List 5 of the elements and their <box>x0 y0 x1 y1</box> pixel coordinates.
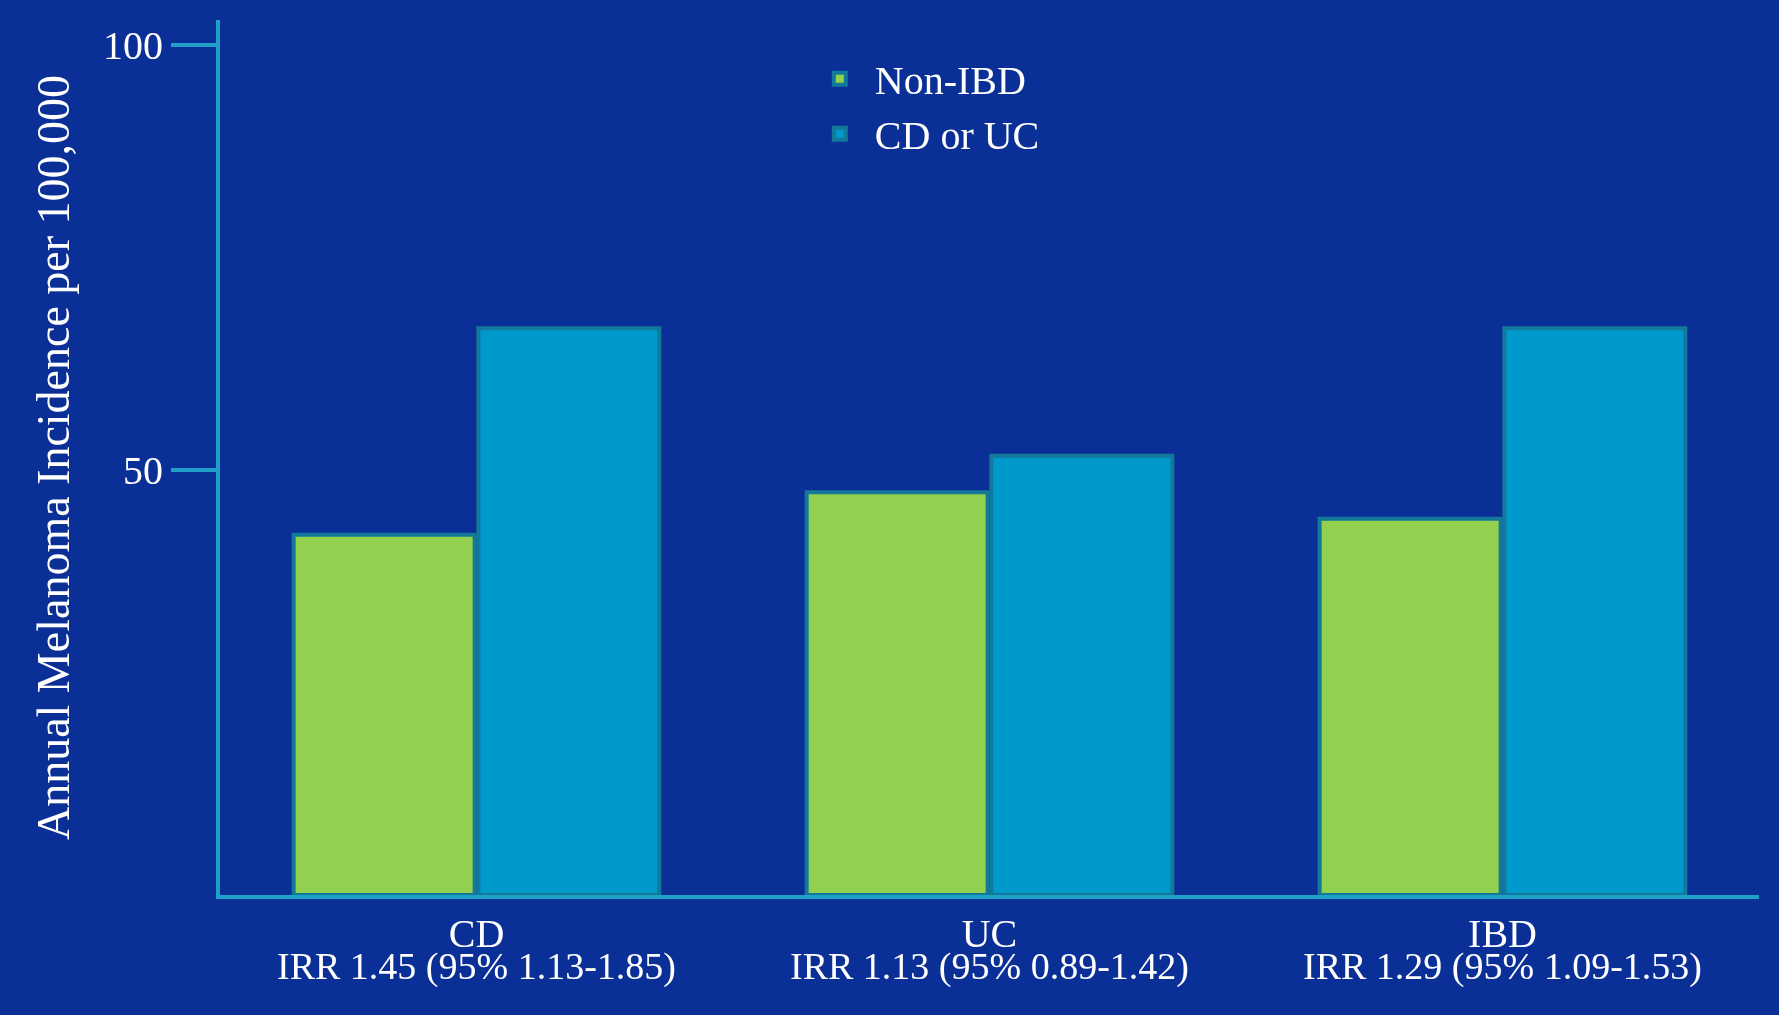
y-tick-label: 50 <box>123 448 163 494</box>
y-axis-title: Annual Melanoma Incidence per 100,000 <box>27 74 79 841</box>
legend-label: Non-IBD <box>874 58 1026 104</box>
y-tick-label: 100 <box>103 23 163 69</box>
legend-label: CD or UC <box>874 113 1040 159</box>
